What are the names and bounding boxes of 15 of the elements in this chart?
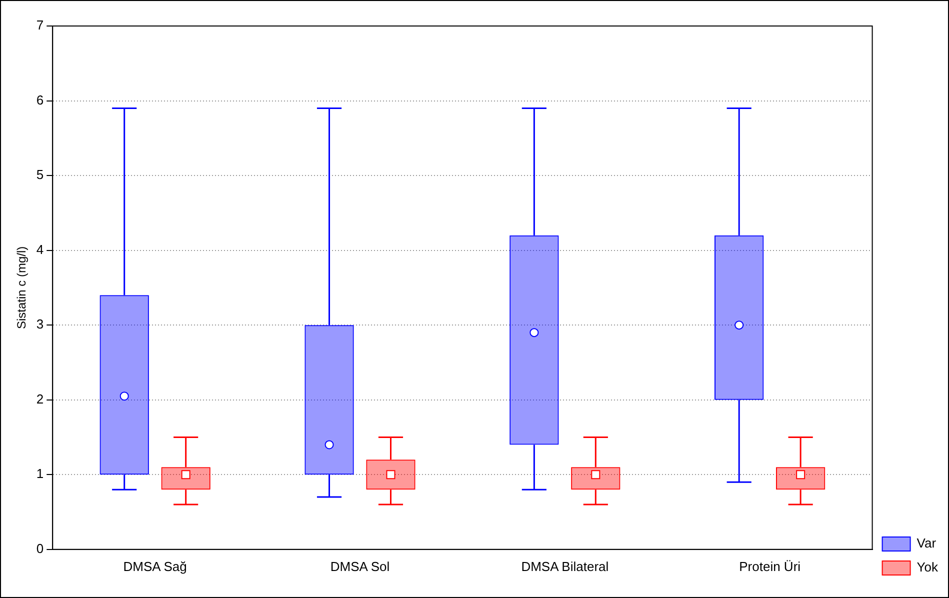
x-tick-label: Protein Üri [739, 558, 801, 574]
y-tick-label: 0 [36, 540, 44, 556]
y-tick-label: 4 [36, 242, 44, 257]
y-tick-label: 6 [36, 92, 44, 108]
y-axis-title: Sistatin c (mg/l) [14, 246, 29, 330]
legend-label: Var [916, 536, 937, 551]
x-tick-label: DMSA Sol [330, 558, 390, 574]
legend-label: Yok [916, 560, 938, 575]
y-tick-label: 7 [36, 18, 44, 33]
y-tick-label: 2 [36, 391, 44, 406]
x-tick-label: DMSA Bilateral [521, 558, 609, 574]
y-tick-label: 1 [36, 466, 44, 482]
x-tick-label: DMSA Sağ [123, 558, 187, 574]
y-tick-label: 5 [36, 167, 44, 182]
y-tick-label: 3 [36, 316, 44, 332]
